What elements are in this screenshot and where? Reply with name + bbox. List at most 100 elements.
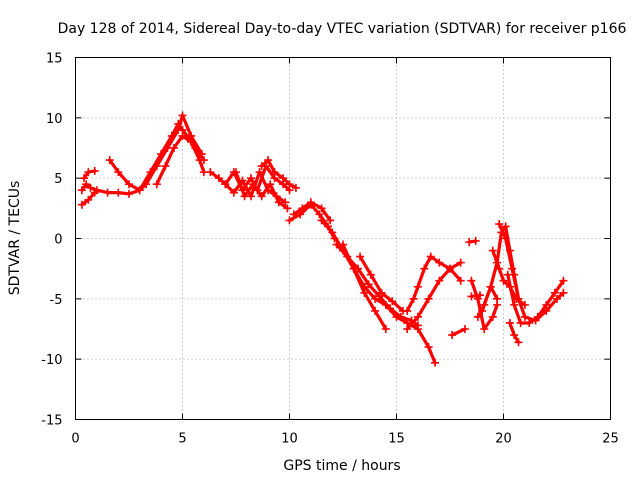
data-point bbox=[152, 162, 161, 171]
data-point bbox=[493, 300, 502, 309]
data-point bbox=[420, 264, 429, 273]
series-arc-19 bbox=[465, 236, 480, 247]
data-point bbox=[114, 168, 123, 177]
data-point bbox=[105, 156, 114, 165]
data-point bbox=[486, 282, 495, 291]
data-point bbox=[456, 258, 465, 267]
data-point bbox=[446, 264, 454, 273]
y-tick-label: 15 bbox=[46, 52, 63, 67]
data-point bbox=[467, 276, 476, 285]
data-point bbox=[424, 294, 433, 303]
data-point bbox=[283, 204, 292, 213]
data-point bbox=[364, 280, 373, 289]
data-point bbox=[195, 156, 204, 165]
data-point bbox=[125, 180, 133, 189]
data-point bbox=[413, 321, 422, 330]
series-arc-3 bbox=[80, 166, 99, 183]
data-point bbox=[431, 358, 440, 367]
data-point bbox=[510, 331, 519, 340]
data-point bbox=[478, 306, 487, 315]
axis-ticks: 0 5 10 15 20 25 -15 -10 -5 0 5 10 15 bbox=[41, 52, 619, 447]
series-arc-17 bbox=[403, 258, 465, 333]
data-point bbox=[77, 200, 86, 209]
data-point bbox=[514, 294, 523, 303]
data-point bbox=[533, 312, 542, 321]
data-point bbox=[90, 188, 99, 197]
data-point bbox=[413, 312, 422, 321]
data-point bbox=[520, 312, 529, 321]
series-line bbox=[287, 203, 336, 241]
data-point bbox=[381, 325, 390, 333]
data-point bbox=[187, 137, 196, 146]
series-line bbox=[405, 261, 463, 331]
data-point bbox=[142, 180, 151, 189]
y-tick-label: 10 bbox=[46, 112, 63, 127]
data-point bbox=[285, 216, 294, 225]
data-point bbox=[279, 174, 288, 183]
data-point bbox=[488, 312, 497, 321]
series-arc-25 bbox=[495, 220, 568, 325]
data-point bbox=[360, 288, 369, 297]
series-line bbox=[108, 113, 204, 192]
data-point bbox=[488, 246, 497, 255]
data-point bbox=[326, 216, 335, 225]
data-point bbox=[349, 264, 358, 273]
data-point bbox=[413, 282, 422, 291]
data-point bbox=[229, 188, 238, 197]
data-point bbox=[559, 276, 568, 285]
data-point bbox=[493, 258, 502, 267]
series-arc-26 bbox=[503, 270, 568, 327]
data-point bbox=[465, 238, 474, 247]
data-point bbox=[82, 180, 91, 189]
data-point bbox=[435, 276, 444, 285]
data-point bbox=[197, 150, 206, 159]
data-point bbox=[206, 168, 215, 177]
data-point bbox=[306, 200, 315, 209]
series-arc-27 bbox=[505, 318, 523, 347]
y-tick-label: 5 bbox=[54, 172, 62, 187]
data-point bbox=[214, 174, 223, 183]
x-tick-label: 10 bbox=[281, 432, 298, 447]
x-tick-label: 20 bbox=[495, 432, 512, 447]
x-axis-label: GPS time / hours bbox=[283, 458, 400, 474]
data-point bbox=[388, 297, 397, 306]
data-point bbox=[246, 174, 255, 183]
data-point bbox=[510, 300, 519, 309]
x-tick-label: 15 bbox=[388, 432, 405, 447]
data-point bbox=[424, 343, 433, 352]
data-point bbox=[257, 162, 266, 171]
data-point bbox=[264, 156, 273, 165]
series-line bbox=[405, 255, 463, 313]
data-point bbox=[161, 162, 170, 171]
data-point bbox=[178, 131, 187, 140]
series-arc-9 bbox=[257, 156, 300, 192]
data-point bbox=[435, 258, 444, 267]
data-point bbox=[339, 240, 347, 249]
data-point bbox=[266, 180, 275, 189]
series-arc-16 bbox=[403, 252, 465, 315]
data-point bbox=[501, 222, 510, 231]
data-point bbox=[90, 166, 99, 175]
data-point bbox=[403, 306, 412, 315]
data-point bbox=[285, 180, 294, 189]
data-point bbox=[448, 331, 457, 340]
y-tick-label: -15 bbox=[41, 414, 62, 429]
data-point bbox=[270, 168, 279, 177]
data-point bbox=[296, 210, 305, 219]
series-arc-10 bbox=[289, 198, 335, 225]
data-point bbox=[103, 188, 112, 197]
data-point bbox=[559, 288, 568, 297]
data-point bbox=[125, 189, 133, 198]
data-point bbox=[274, 198, 283, 207]
data-point bbox=[467, 292, 476, 301]
chart-title: Day 128 of 2014, Sidereal Day-to-day VTE… bbox=[58, 21, 627, 37]
data-point bbox=[221, 180, 230, 189]
series-line bbox=[450, 327, 467, 337]
data-point bbox=[386, 304, 395, 313]
data-point bbox=[495, 220, 504, 229]
data-point bbox=[426, 252, 435, 261]
data-point bbox=[403, 325, 412, 333]
data-point bbox=[525, 318, 534, 327]
data-point bbox=[135, 186, 144, 195]
